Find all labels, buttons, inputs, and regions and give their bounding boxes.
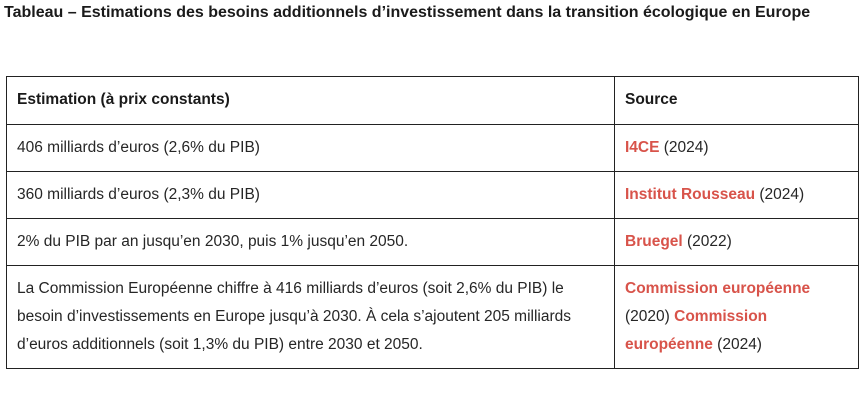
estimates-table: Estimation (à prix constants) Source 406…: [6, 76, 859, 369]
table-row: 406 milliards d’euros (2,6% du PIB) I4CE…: [6, 124, 859, 172]
header-source: Source: [614, 76, 859, 125]
estimate-cell: La Commission Européenne chiffre à 416 m…: [6, 265, 615, 369]
source-year: (2022): [682, 233, 732, 250]
source-link-institut-rousseau[interactable]: Institut Rousseau: [625, 186, 756, 203]
source-link-commission-europeenne[interactable]: Commission européenne: [625, 280, 811, 297]
source-year: (2020): [625, 308, 675, 325]
source-year: (2024): [712, 336, 762, 353]
table-header-row: Estimation (à prix constants) Source: [6, 76, 859, 125]
header-estimate: Estimation (à prix constants): [6, 76, 615, 125]
source-cell: Commission européenne (2020) Commission …: [614, 265, 859, 369]
source-cell: Bruegel (2022): [614, 218, 859, 266]
estimate-cell: 2% du PIB par an jusqu’en 2030, puis 1% …: [6, 218, 615, 266]
source-link-i4ce[interactable]: I4CE: [625, 139, 660, 156]
source-year: (2024): [659, 139, 709, 156]
source-cell: Institut Rousseau (2024): [614, 171, 859, 219]
table-row: 360 milliards d’euros (2,3% du PIB) Inst…: [6, 171, 859, 219]
table-row: 2% du PIB par an jusqu’en 2030, puis 1% …: [6, 218, 859, 266]
source-cell: I4CE (2024): [614, 124, 859, 172]
estimate-cell: 360 milliards d’euros (2,3% du PIB): [6, 171, 615, 219]
source-year: (2024): [755, 186, 805, 203]
table-title: Tableau – Estimations des besoins additi…: [4, 4, 811, 21]
source-link-bruegel[interactable]: Bruegel: [625, 233, 683, 250]
source-link-commission-europeenne-2[interactable]: Commission européenne: [625, 308, 768, 353]
table-row: La Commission Européenne chiffre à 416 m…: [6, 265, 859, 369]
estimate-cell: 406 milliards d’euros (2,6% du PIB): [6, 124, 615, 172]
